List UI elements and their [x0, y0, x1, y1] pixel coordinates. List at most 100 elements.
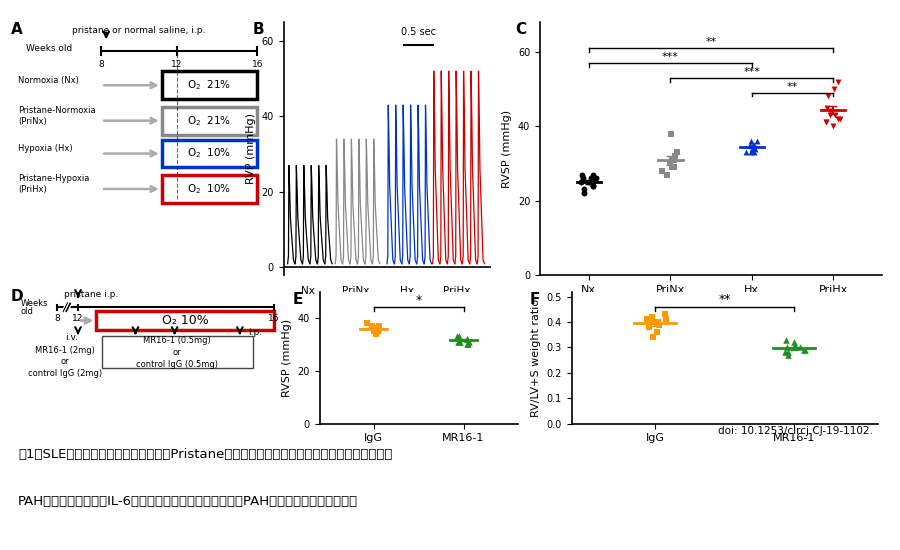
Point [586, 182, 600, 190]
Point [589, 174, 603, 183]
Point [739, 148, 753, 157]
Text: C: C [516, 22, 526, 37]
Text: **: ** [718, 293, 731, 306]
Text: **: ** [706, 37, 716, 47]
Point [460, 340, 474, 349]
Text: O$_2$  10%: O$_2$ 10% [187, 182, 231, 196]
Point [664, 129, 679, 138]
Point [453, 337, 467, 346]
Bar [162, 107, 257, 135]
Point [744, 144, 759, 153]
Point [831, 77, 845, 86]
Y-axis label: RV/LV+S weight ratio: RV/LV+S weight ratio [531, 299, 541, 416]
Point [575, 170, 590, 179]
Text: Normoxia (Nx): Normoxia (Nx) [18, 76, 79, 85]
Point [743, 148, 758, 157]
Point [645, 333, 660, 342]
Point [832, 114, 847, 123]
Point [371, 327, 385, 336]
Text: O$_2$  21%: O$_2$ 21% [187, 78, 231, 92]
Point [746, 140, 760, 149]
Point [780, 343, 795, 352]
Point [360, 319, 374, 328]
Point [585, 178, 599, 186]
Point [663, 159, 678, 168]
Text: ***: *** [743, 67, 760, 76]
Text: ***: *** [662, 52, 679, 62]
Text: 12: 12 [72, 314, 84, 323]
Bar [162, 175, 257, 203]
Point [586, 170, 600, 179]
Text: 0.5 sec: 0.5 sec [400, 27, 436, 37]
Point [655, 167, 670, 175]
Point [670, 148, 684, 157]
Point [372, 321, 386, 330]
Text: **: ** [787, 81, 798, 92]
Point [459, 334, 473, 343]
Y-axis label: RVSP (mmHg): RVSP (mmHg) [282, 318, 292, 397]
Point [369, 324, 383, 333]
Point [821, 92, 835, 101]
Y-axis label: RVSP (mmHg): RVSP (mmHg) [502, 109, 512, 188]
Point [827, 85, 842, 94]
Point [781, 348, 796, 357]
Point [366, 327, 381, 336]
Text: 8: 8 [54, 314, 60, 323]
Point [452, 332, 466, 341]
Point [823, 107, 837, 116]
Point [451, 337, 465, 346]
Point [367, 327, 382, 336]
Point [651, 317, 665, 326]
Point [746, 140, 760, 149]
Point [820, 103, 834, 112]
Text: MR16-1 (0.5mg)
or
control IgG (0.5mg): MR16-1 (0.5mg) or control IgG (0.5mg) [136, 336, 218, 369]
Text: E: E [292, 292, 303, 306]
Text: Weeks old: Weeks old [25, 44, 72, 53]
Point [819, 118, 833, 127]
Text: 16: 16 [252, 60, 263, 69]
Point [581, 178, 596, 186]
Text: i.v.: i.v. [65, 333, 78, 342]
Text: pristane i.p.: pristane i.p. [64, 290, 118, 299]
Point [823, 111, 837, 119]
Point [742, 140, 757, 149]
Bar [162, 72, 257, 99]
Text: B: B [252, 22, 264, 37]
Text: F: F [530, 292, 540, 306]
Point [778, 336, 793, 344]
Point [650, 328, 664, 337]
Text: A: A [11, 22, 22, 37]
Point [645, 312, 660, 321]
Text: 12: 12 [171, 60, 183, 69]
Point [832, 114, 846, 123]
Text: 8: 8 [98, 60, 104, 69]
Point [793, 343, 807, 352]
Point [828, 111, 842, 119]
Text: pristane or normal saline, i.p.: pristane or normal saline, i.p. [72, 26, 205, 35]
Point [819, 118, 833, 127]
Text: PriNx: PriNx [342, 287, 369, 296]
Point [667, 155, 681, 164]
Point [668, 152, 682, 161]
Point [372, 324, 386, 333]
Text: PAHが重症化するが、IL-6シグナルを阻害することによりPAH病態が有意に改善する。: PAHが重症化するが、IL-6シグナルを阻害することによりPAH病態が有意に改善… [18, 495, 358, 508]
Text: doi: 10.1253/circj.CJ-19-1102.: doi: 10.1253/circj.CJ-19-1102. [718, 426, 873, 436]
Point [644, 317, 659, 326]
Text: Pristane-Hypoxia
(PriHx): Pristane-Hypoxia (PriHx) [18, 174, 89, 194]
Point [747, 148, 761, 157]
Point [577, 185, 591, 194]
Text: i.p.: i.p. [248, 328, 262, 337]
Point [462, 337, 476, 346]
Text: D: D [10, 289, 22, 304]
Point [640, 315, 654, 324]
Text: Weeks: Weeks [21, 299, 48, 308]
Point [796, 345, 811, 354]
Text: old: old [21, 307, 33, 316]
Point [577, 189, 591, 197]
Point [642, 323, 656, 332]
Point [743, 136, 758, 145]
Text: Nx: Nx [301, 287, 315, 296]
Text: Pristane-Normoxia
(PriNx): Pristane-Normoxia (PriNx) [18, 106, 95, 125]
Point [576, 174, 590, 183]
Text: 図1．SLE動物モデル作成に用いられるPristaneをマウスに投与し、低酸素負荷することにより: 図1．SLE動物モデル作成に用いられるPristaneをマウスに投与し、低酸素負… [18, 448, 392, 461]
